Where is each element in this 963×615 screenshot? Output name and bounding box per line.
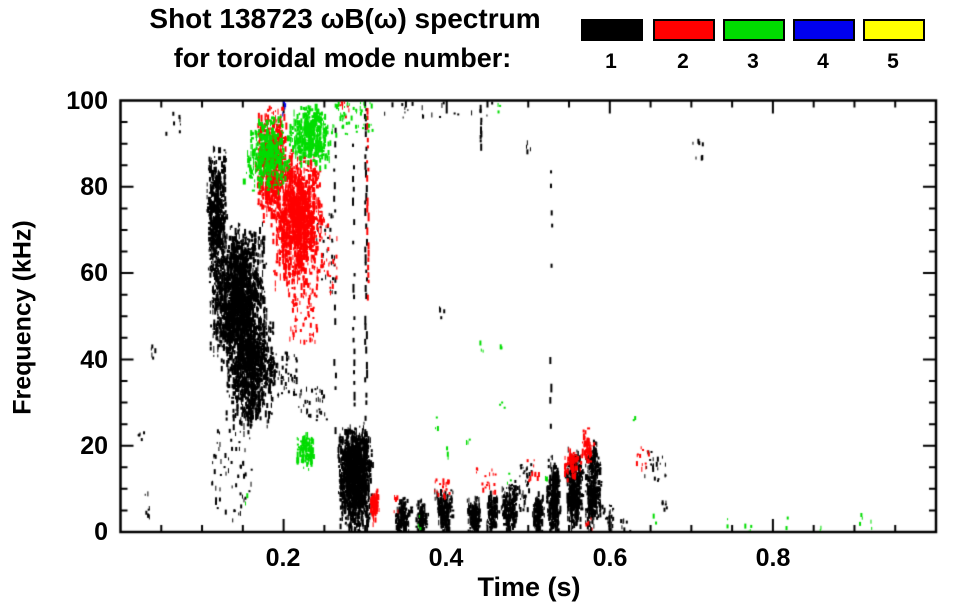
legend-label-mode-5: 5 [887,50,899,73]
legend-swatch-mode-1 [581,19,643,41]
legend-label-mode-3: 3 [747,50,759,73]
x-tick-label-0.6: 0.6 [592,544,628,572]
legend-swatch-mode-4 [793,19,855,41]
y-tick-label-0: 0 [94,518,108,546]
y-tick-label-20: 20 [80,432,108,460]
y-tick-label-40: 40 [80,346,108,374]
legend-swatch-mode-3 [723,19,785,41]
legend-swatch-mode-2 [653,19,715,41]
y-axis-title: Frequency (kHz) [8,220,37,415]
x-axis-title: Time (s) [477,572,581,602]
legend-label-mode-4: 4 [817,50,829,73]
y-tick-label-100: 100 [66,87,108,115]
x-tick-label-0.2: 0.2 [265,544,301,572]
legend-label-mode-2: 2 [677,50,689,73]
y-tick-label-60: 60 [80,259,108,287]
chart-title: Shot 138723 ωB(ω) spectrum [149,3,541,34]
chart-subtitle: for toroidal mode number: [173,43,512,73]
x-tick-label-0.4: 0.4 [428,544,464,572]
y-tick-label-80: 80 [80,173,108,201]
x-tick-label-0.8: 0.8 [755,544,791,572]
legend-swatch-mode-5 [863,19,925,41]
legend-label-mode-1: 1 [605,50,617,73]
